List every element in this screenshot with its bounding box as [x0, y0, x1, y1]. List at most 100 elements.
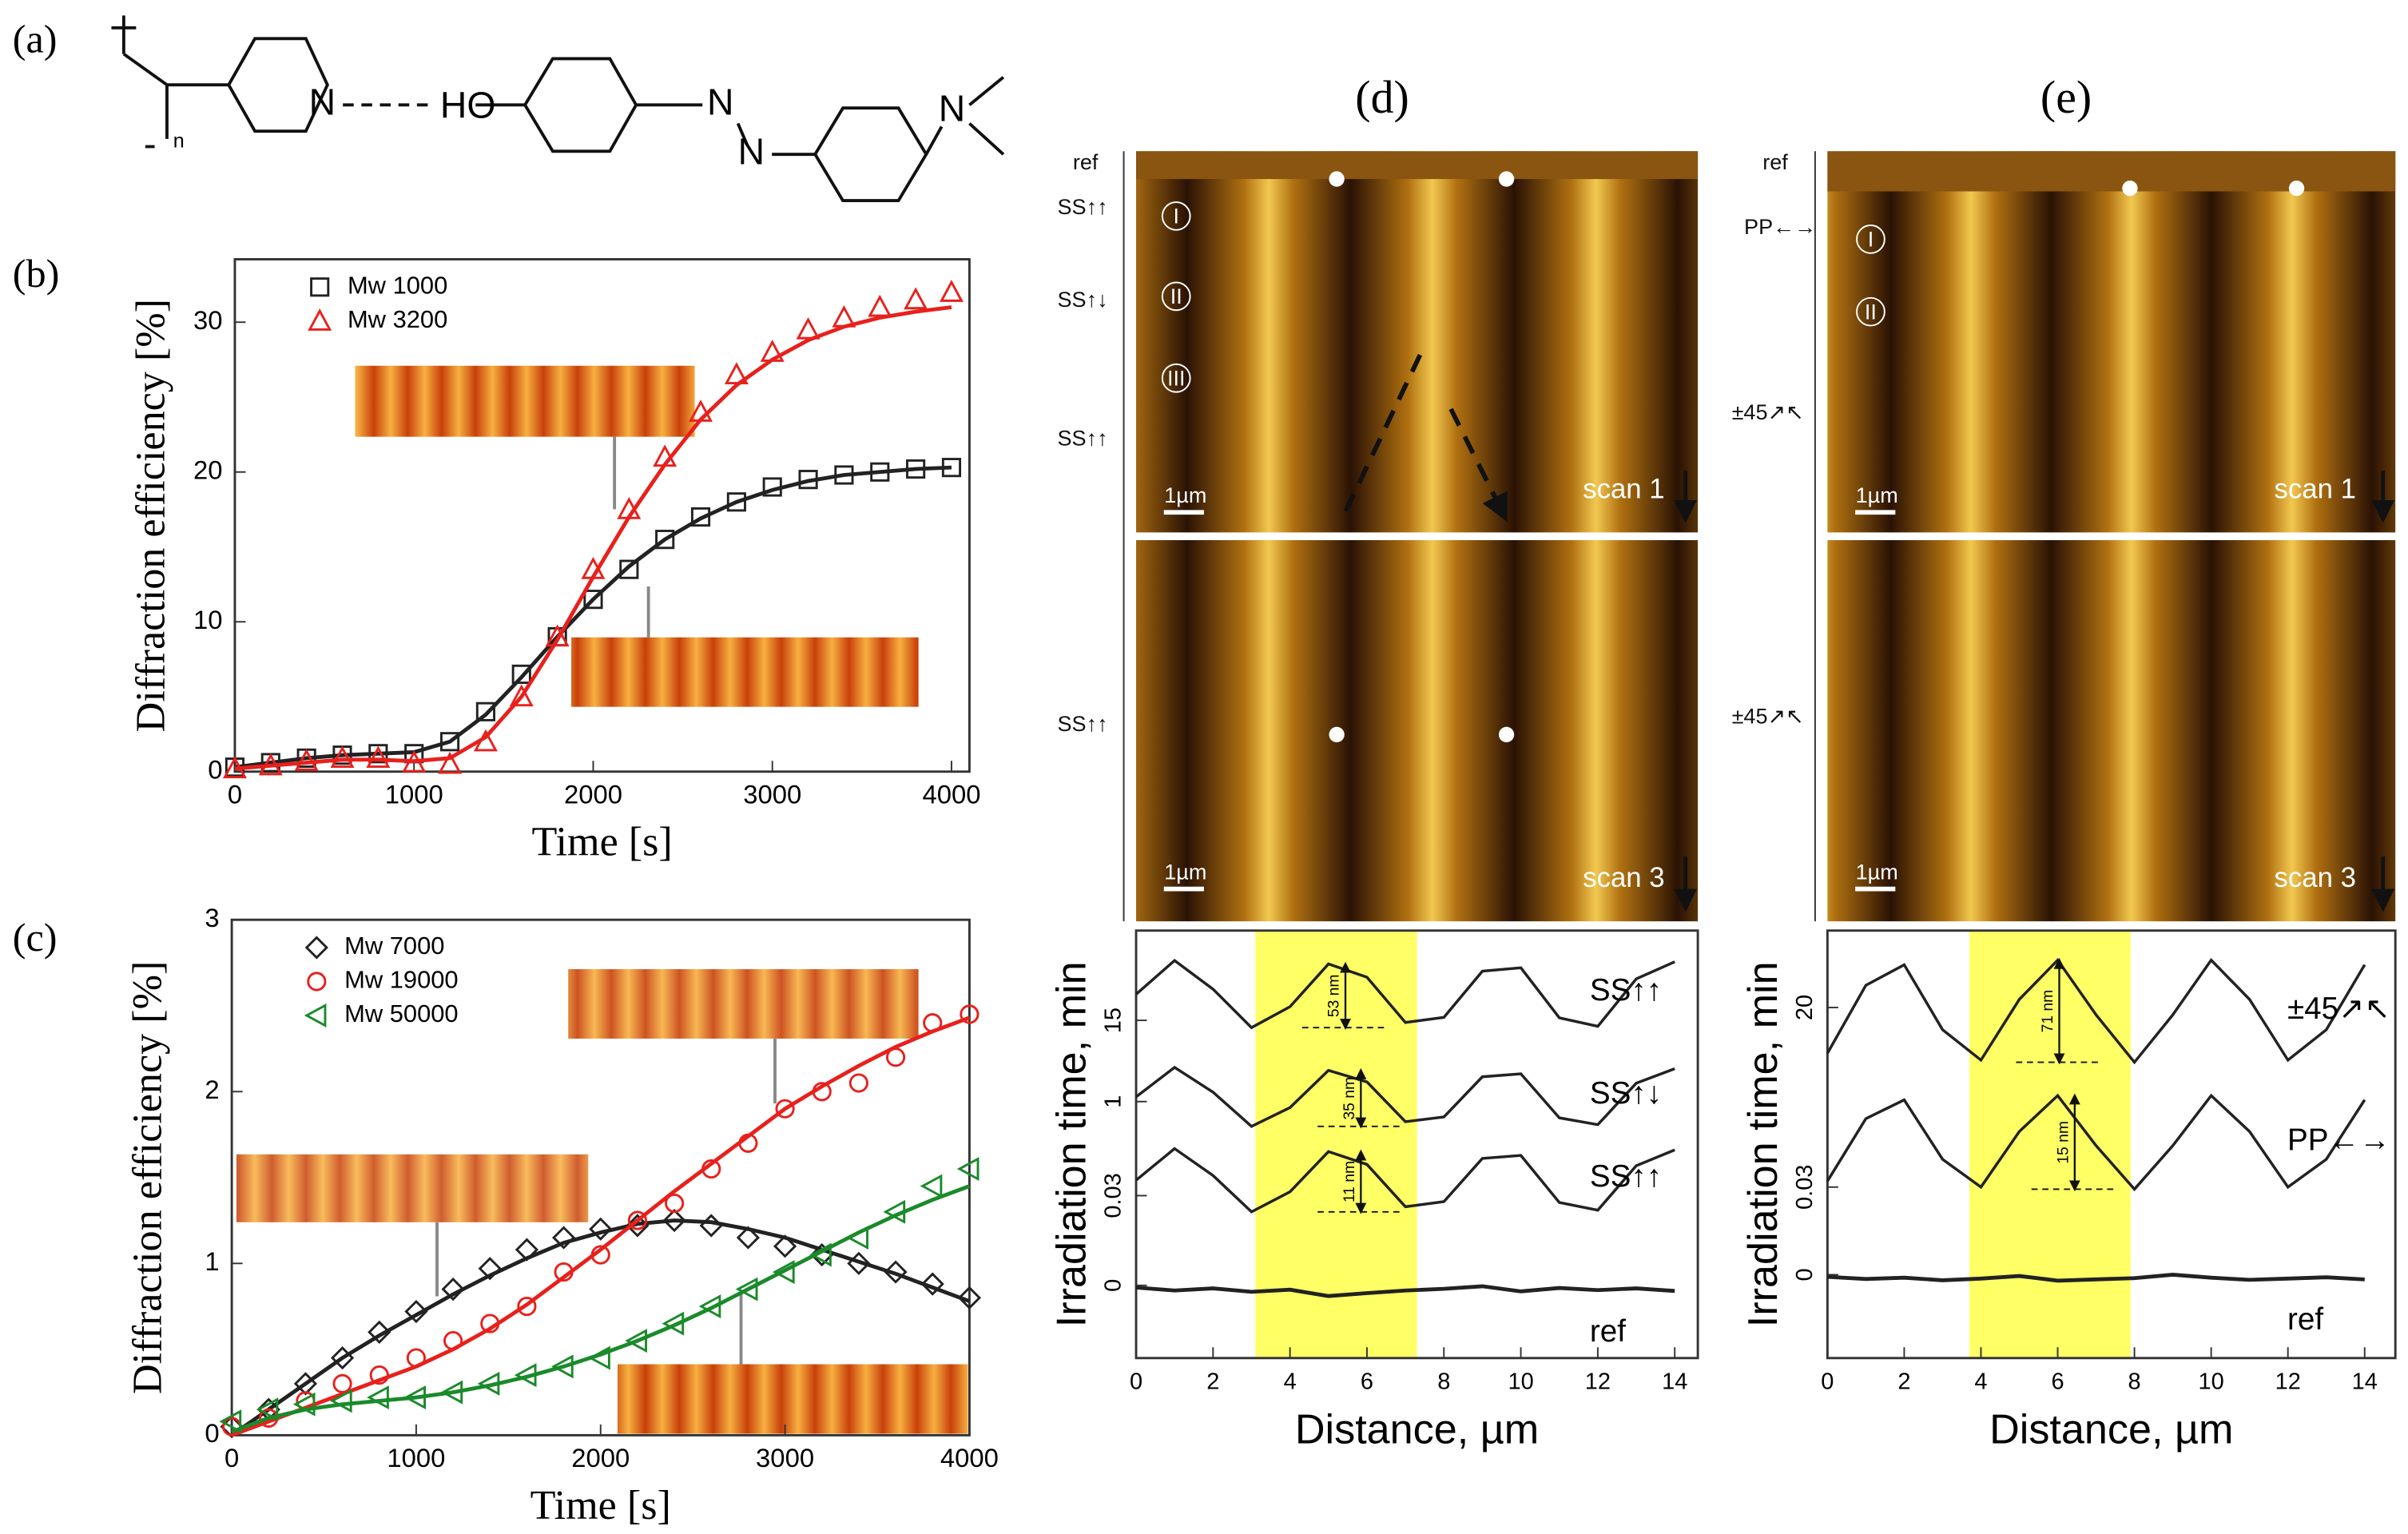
x-tick-label: 2 [1897, 1369, 1910, 1394]
legend-label: Mw 7000 [344, 932, 444, 960]
marker [619, 559, 639, 579]
marker [698, 1294, 721, 1319]
x-tick-label: 2000 [564, 779, 622, 809]
x-tick-label: 14 [2352, 1369, 2378, 1394]
marker [330, 745, 355, 768]
x-tick-label: 3000 [756, 1443, 814, 1472]
height-label: 35 nm [1341, 1077, 1358, 1120]
inset-image [236, 1154, 589, 1222]
panel-label: (d) [1355, 71, 1409, 123]
atom: N [707, 81, 733, 123]
x-tick-label: 0 [225, 1443, 239, 1472]
layer-label: PP←→ [1744, 215, 1816, 239]
marker [550, 1354, 574, 1379]
legend-label: Mw 1000 [348, 271, 447, 299]
atom: HO [440, 84, 496, 125]
marker [222, 756, 247, 779]
marker [762, 477, 782, 497]
marker [406, 1348, 426, 1368]
marker [511, 664, 531, 684]
marker [440, 1380, 463, 1405]
marker [368, 1320, 391, 1344]
profile-label: SS↑↑ [1590, 1159, 1662, 1194]
marker [736, 1226, 761, 1250]
profile-line [1134, 1065, 1675, 1128]
y-axis-label: Diffraction efficiency [%] [125, 961, 171, 1394]
marker [304, 1003, 327, 1027]
region-label: III [1167, 366, 1186, 390]
chart: 0 2 4 6 8 10 12 14 20 0.03 0 Distance, µm Irradiatio… [1740, 929, 2397, 1453]
polarization-dot [2122, 180, 2138, 197]
marker [588, 1345, 610, 1370]
amine [924, 76, 1005, 156]
marker [307, 972, 327, 992]
marker [256, 1397, 279, 1422]
layer-label: ref [1762, 150, 1788, 174]
marker [904, 287, 928, 310]
marker [796, 317, 821, 340]
x-tick-label: 4 [1284, 1369, 1297, 1394]
plot-frame [1134, 929, 1699, 1360]
x-tick-label: 10 [2199, 1369, 2224, 1394]
marker [304, 936, 328, 960]
marker [920, 1272, 944, 1296]
profile-line [1135, 1284, 1675, 1298]
chart: 0 1000 2000 3000 4000 0 10 20 30 Time [s] Diffract… [128, 258, 980, 864]
marker [662, 1208, 686, 1233]
scale-bar-label: 1µm [1856, 860, 1898, 884]
marker [939, 280, 964, 302]
marker [846, 1226, 868, 1250]
region-label: II [1865, 300, 1877, 324]
marker [514, 1363, 537, 1388]
marker [920, 1174, 943, 1198]
highlight-band [1255, 930, 1417, 1358]
x-tick-label: 6 [1361, 1369, 1373, 1394]
marker [625, 1329, 647, 1353]
profile-label: ref [2287, 1302, 2323, 1337]
marker [219, 1409, 242, 1434]
profile-line [1134, 958, 1675, 1030]
x-tick-label: 8 [2128, 1369, 2141, 1394]
y-tick-label: 2 [205, 1075, 219, 1104]
chart: 0 1000 2000 3000 4000 0 1 2 3 Time [s] Diffraction… [125, 903, 999, 1528]
height-label: 15 nm [2055, 1121, 2072, 1164]
marker [438, 751, 463, 774]
scale-bar-label: 1µm [1856, 483, 1898, 507]
legend-label: Mw 3200 [348, 305, 447, 333]
marker [293, 1372, 318, 1396]
marker [848, 1073, 868, 1093]
marker [812, 1082, 832, 1102]
marker [258, 753, 283, 776]
x-tick-label: 8 [1437, 1369, 1450, 1394]
x-tick-label: 4000 [922, 779, 980, 809]
marker [509, 684, 534, 707]
profile-label: PP←→ [2287, 1123, 2390, 1157]
polarization-dot [1329, 726, 1345, 743]
backbone [111, 15, 229, 149]
height-label: 53 nm [1326, 975, 1343, 1018]
y-tick-label: 1 [205, 1246, 219, 1276]
x-axis-label: Time [s] [532, 819, 673, 864]
afm-image [1136, 540, 1699, 922]
marker [477, 1371, 500, 1396]
repeat-index: n [173, 129, 185, 152]
marker [404, 1299, 428, 1324]
marker [627, 1210, 647, 1230]
marker [590, 1245, 610, 1265]
marker [368, 744, 388, 764]
y-tick-label: 20 [1792, 995, 1818, 1020]
y-axis-label: Irradiation time, min [1740, 961, 1786, 1327]
x-axis-label: Distance, µm [1989, 1406, 2233, 1453]
afm-ref-band [1827, 151, 2396, 192]
marker [689, 399, 713, 422]
layer-label: ±45↗↖ [1732, 704, 1804, 728]
y-tick-label: 30 [193, 305, 223, 335]
ring [813, 106, 928, 203]
marker [772, 1260, 795, 1285]
layer-label: SS↑↓ [1057, 288, 1107, 312]
azo [636, 103, 816, 157]
y-tick-label: 10 [193, 605, 223, 634]
marker [883, 1199, 906, 1224]
marker [738, 1133, 758, 1153]
